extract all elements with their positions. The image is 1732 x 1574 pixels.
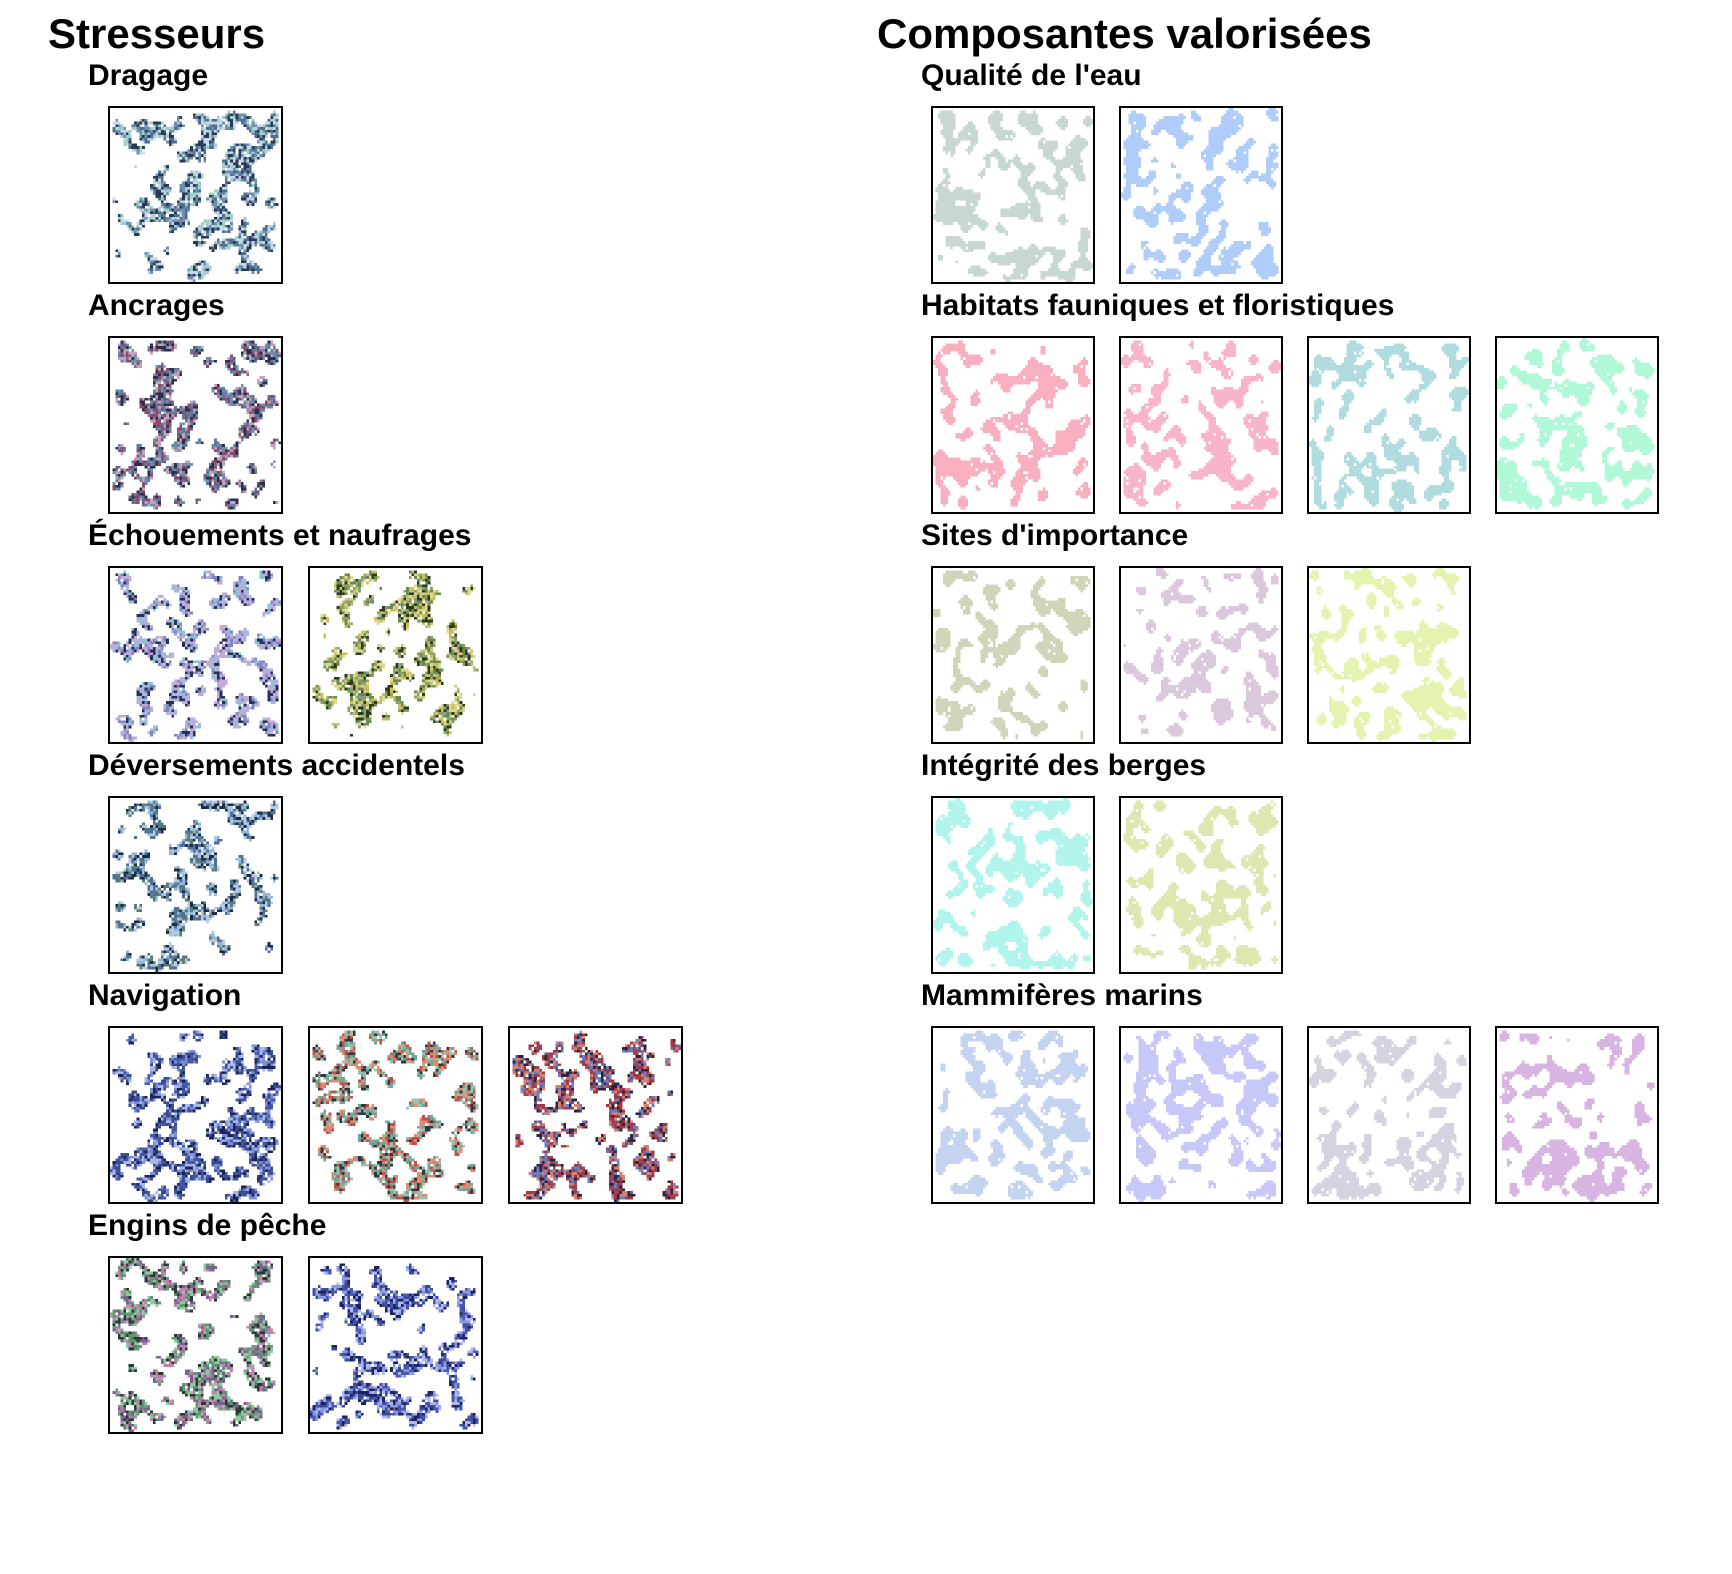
map-tile <box>931 336 1095 514</box>
map-tile <box>108 106 283 284</box>
map-raster <box>933 110 1093 282</box>
map-raster <box>935 1030 1091 1200</box>
map-raster <box>1123 1030 1281 1202</box>
map-tile <box>108 796 283 974</box>
group-label: Dragage <box>88 58 208 94</box>
map-raster <box>933 340 1091 510</box>
map-raster <box>1123 568 1279 737</box>
group-label: Qualité de l'eau <box>921 58 1142 94</box>
map-tile <box>108 336 283 514</box>
group-label: Échouements et naufrages <box>88 518 471 554</box>
map-raster <box>1309 1030 1467 1200</box>
map-tile <box>308 1256 483 1434</box>
map-raster <box>512 1030 681 1202</box>
map-raster <box>112 800 279 972</box>
map-raster <box>112 340 281 510</box>
stressors-title: Stresseurs <box>48 8 265 60</box>
map-raster <box>1499 1030 1655 1202</box>
map-tile <box>1119 336 1283 514</box>
group-label: Navigation <box>88 978 241 1014</box>
map-tile <box>1119 566 1283 744</box>
map-raster <box>310 1263 479 1430</box>
map-tile <box>108 566 283 744</box>
valued-components-title: Composantes valorisées <box>877 8 1372 60</box>
map-tile <box>1119 106 1283 284</box>
group-label: Sites d'importance <box>921 518 1188 554</box>
map-tile <box>931 566 1095 744</box>
map-raster <box>1309 568 1467 742</box>
group-label: Ancrages <box>88 288 225 324</box>
map-tile <box>108 1256 283 1434</box>
map-raster <box>1121 108 1279 280</box>
map-tile <box>108 1026 283 1204</box>
group-label: Engins de pêche <box>88 1208 326 1244</box>
map-tile <box>1307 1026 1471 1204</box>
map-raster <box>312 1030 479 1202</box>
map-raster <box>933 570 1091 740</box>
map-raster <box>312 570 479 737</box>
map-tile <box>1119 1026 1283 1204</box>
map-raster <box>1123 800 1279 970</box>
map-raster <box>110 1030 281 1202</box>
group-label: Intégrité des berges <box>921 748 1206 784</box>
map-raster <box>1309 340 1469 512</box>
group-label: Habitats fauniques et floristiques <box>921 288 1394 324</box>
map-tile <box>308 1026 483 1204</box>
map-tile <box>931 1026 1095 1204</box>
map-raster <box>1121 340 1281 510</box>
map-tile <box>931 106 1095 284</box>
map-tile <box>508 1026 683 1204</box>
map-tile <box>308 566 483 744</box>
map-raster <box>112 110 279 282</box>
group-label: Déversements accidentels <box>88 748 465 784</box>
map-raster <box>110 1258 276 1432</box>
map-tile <box>1495 1026 1659 1204</box>
map-tile <box>1307 336 1471 514</box>
map-raster <box>933 798 1093 970</box>
map-tile <box>1495 336 1659 514</box>
map-tile <box>1307 566 1471 744</box>
map-raster <box>110 570 281 742</box>
group-label: Mammifères marins <box>921 978 1203 1014</box>
map-tile <box>931 796 1095 974</box>
map-raster <box>1497 338 1655 510</box>
map-tile <box>1119 796 1283 974</box>
